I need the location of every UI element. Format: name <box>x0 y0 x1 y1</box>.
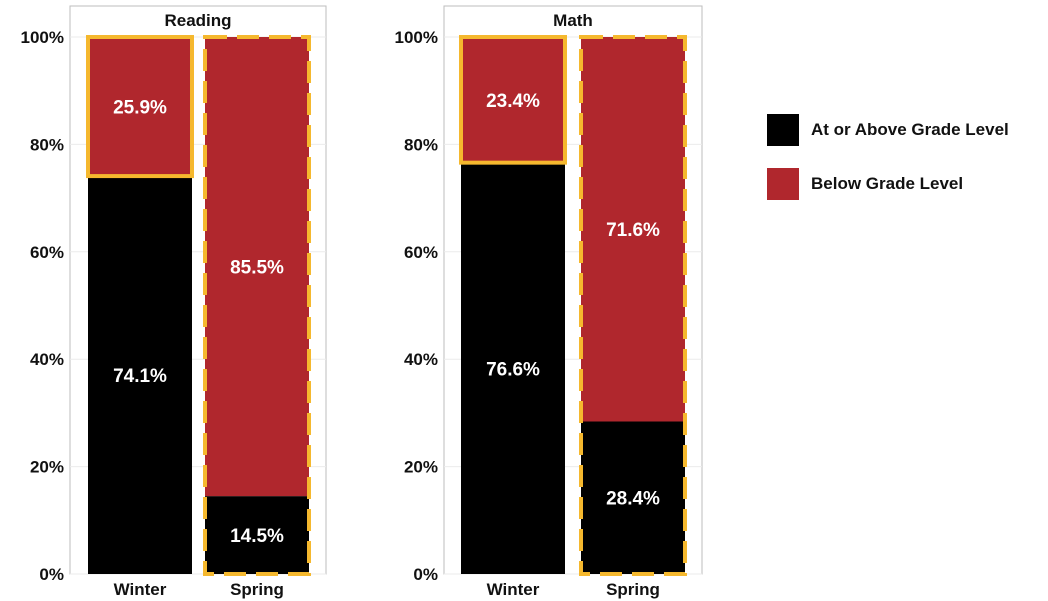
chart-panel-reading: 0% 20% 40% 60% 80% 100% Reading 74.1% 25.9% Winte… <box>21 5 327 599</box>
x-tick-label: Spring <box>606 580 660 599</box>
legend-label-below: Below Grade Level <box>811 174 964 193</box>
highlight-outline-dashed <box>203 35 311 576</box>
legend-item-below: Below Grade Level <box>767 167 1009 201</box>
data-label: 28.4% <box>606 489 660 510</box>
legend-swatch-above <box>767 114 799 146</box>
bar-math-spring-above <box>581 421 685 574</box>
y-tick-label: 80% <box>30 135 64 154</box>
y-tick-label: 60% <box>404 243 438 262</box>
panel-title: Math <box>553 11 593 30</box>
y-tick-label: 20% <box>404 458 438 477</box>
data-label: 23.4% <box>486 91 540 112</box>
highlight-outline-dashed <box>579 35 687 576</box>
data-label: 25.9% <box>113 98 167 119</box>
y-tick-label: 100% <box>395 28 438 47</box>
y-tick-label: 0% <box>413 565 438 584</box>
legend-item-above: At or Above Grade Level <box>767 113 1009 147</box>
x-tick-label: Winter <box>114 580 167 599</box>
y-tick-label: 60% <box>30 243 64 262</box>
data-label: 14.5% <box>230 526 284 547</box>
bar-reading-winter-above <box>88 176 192 574</box>
legend-label-above: At or Above Grade Level <box>811 120 1009 139</box>
y-tick-label: 100% <box>21 28 64 47</box>
bar-reading-spring-below <box>205 37 309 497</box>
y-tick-label: 0% <box>39 565 64 584</box>
y-tick-label: 40% <box>30 350 64 369</box>
chart-panel-math: 0% 20% 40% 60% 80% 100% Math 76.6% 23.4% Winter 28… <box>395 5 703 599</box>
y-tick-label: 20% <box>30 458 64 477</box>
bar-math-spring-below <box>581 37 685 422</box>
y-tick-label: 80% <box>404 135 438 154</box>
data-label: 74.1% <box>113 366 167 387</box>
highlight-outline-solid <box>86 35 194 179</box>
legend: At or Above Grade Level Below Grade Leve… <box>767 113 1009 221</box>
data-label: 71.6% <box>606 220 660 241</box>
data-label: 76.6% <box>486 359 540 380</box>
panel-title: Reading <box>164 11 231 30</box>
x-tick-label: Winter <box>487 580 540 599</box>
bar-reading-winter-below <box>88 37 192 177</box>
bar-reading-spring-above <box>205 496 309 574</box>
data-label: 85.5% <box>230 258 284 279</box>
y-tick-label: 40% <box>404 350 438 369</box>
legend-swatch-below <box>767 168 799 200</box>
highlight-outline-solid <box>459 35 567 165</box>
bar-math-winter-above <box>461 162 565 574</box>
x-tick-label: Spring <box>230 580 284 599</box>
bar-math-winter-below <box>461 37 565 163</box>
